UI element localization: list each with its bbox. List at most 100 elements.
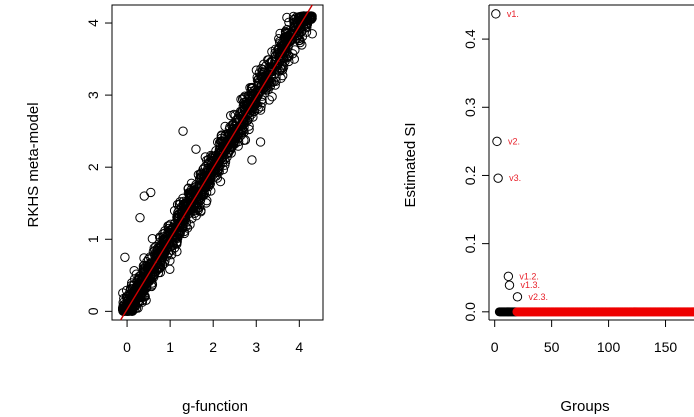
scatter-point bbox=[118, 297, 128, 308]
scatter-point bbox=[183, 203, 193, 213]
scatter-point bbox=[178, 126, 188, 136]
scatter-point bbox=[185, 190, 195, 200]
scatter-point bbox=[255, 137, 266, 147]
scatter-point bbox=[307, 29, 317, 39]
scatter-point bbox=[226, 110, 236, 121]
scatter-point bbox=[158, 232, 169, 242]
scatter-point bbox=[141, 283, 152, 293]
scatter-point bbox=[251, 65, 262, 75]
y-tick-label: 4 bbox=[85, 19, 101, 27]
scatter-point bbox=[297, 40, 307, 50]
scatter-point bbox=[220, 130, 231, 140]
y-tick-label: 3 bbox=[85, 91, 101, 99]
left-y-axis: 0 1 2 3 4 bbox=[85, 19, 112, 315]
scatter-point bbox=[239, 100, 249, 110]
labeled-point bbox=[493, 173, 503, 183]
y-tick-label: 0.4 bbox=[462, 29, 478, 49]
scatter-point bbox=[166, 245, 177, 255]
scatter-point bbox=[236, 94, 246, 105]
x-tick-label: 50 bbox=[544, 339, 560, 355]
scatter-point bbox=[239, 112, 249, 122]
x-tick-label: 4 bbox=[295, 339, 303, 355]
labeled-point bbox=[503, 271, 514, 282]
scatter-point bbox=[145, 252, 155, 262]
right-y-axis: 0.0 0.1 0.2 0.3 0.4 bbox=[462, 29, 489, 322]
scatter-point bbox=[306, 14, 317, 24]
scatter-point bbox=[191, 144, 201, 154]
y-tick-label: 0.2 bbox=[462, 166, 478, 186]
x-tick-label: 2 bbox=[209, 339, 217, 355]
right-scatter-panel: v1.v2.v3.v1.2.v1.3.v2.3. 0 50 100 150 0.00.… bbox=[402, 4, 694, 415]
scatter-point bbox=[169, 230, 179, 240]
scatter-point bbox=[255, 105, 266, 115]
point-label: v1.3. bbox=[521, 280, 541, 290]
y-tick-label: 0 bbox=[85, 307, 101, 315]
scatter-point bbox=[224, 145, 235, 155]
x-tick-label: 0 bbox=[123, 339, 131, 355]
scatter-point bbox=[165, 264, 175, 274]
labeled-point bbox=[492, 136, 502, 147]
scatter-point bbox=[135, 212, 145, 223]
scatter-point bbox=[229, 138, 239, 148]
y-tick-label: 0.0 bbox=[462, 302, 478, 322]
y-tick-label: 1 bbox=[85, 235, 101, 243]
scatter-point bbox=[246, 86, 256, 97]
x-tick-label: 1 bbox=[166, 339, 174, 355]
x-tick-label: 3 bbox=[252, 339, 260, 355]
scatter-point bbox=[182, 223, 193, 233]
scatter-point bbox=[237, 114, 247, 125]
scatter-point bbox=[183, 183, 194, 193]
scatter-point bbox=[267, 92, 277, 102]
point-label: v2.3. bbox=[528, 292, 548, 302]
right-point-labels: v1. v2. v3. v1.2.v1.3. v2.3. bbox=[507, 9, 548, 302]
scatter-point bbox=[267, 77, 277, 88]
scatter-point bbox=[148, 270, 158, 281]
scatter-point bbox=[211, 146, 221, 156]
scatter-point bbox=[140, 291, 150, 302]
scatter-point bbox=[247, 82, 258, 93]
scatter-point bbox=[206, 186, 216, 196]
scatter-point bbox=[215, 176, 226, 187]
left-scatter-panel: 0 1 2 3 4 0 1 2 3 4 g-function RKHS meta-model bbox=[25, 4, 324, 415]
scatter-point bbox=[252, 100, 263, 110]
scatter-point bbox=[195, 187, 205, 197]
group-point-band bbox=[517, 307, 694, 316]
scatter-point bbox=[146, 187, 156, 198]
y-tick-label: 0.1 bbox=[462, 234, 478, 254]
left-y-axis-title: RKHS meta-model bbox=[25, 102, 42, 227]
point-label: v1. bbox=[507, 9, 519, 19]
y-tick-label: 2 bbox=[85, 163, 101, 171]
scatter-point bbox=[282, 12, 292, 23]
right-x-axis-title: Groups bbox=[560, 398, 609, 415]
right-group-points bbox=[491, 9, 694, 317]
scatter-point bbox=[227, 120, 237, 131]
left-x-axis-title: g-function bbox=[182, 398, 248, 415]
labeled-point bbox=[512, 292, 523, 302]
scatter-point bbox=[271, 61, 282, 71]
right-x-axis: 0 50 100 150 bbox=[491, 319, 677, 355]
scatter-point bbox=[196, 180, 207, 191]
x-tick-label: 0 bbox=[491, 339, 499, 355]
scatter-point bbox=[202, 195, 212, 206]
scatter-point bbox=[180, 198, 190, 209]
scatter-point bbox=[247, 155, 257, 165]
scatter-point bbox=[213, 137, 223, 147]
scatter-point bbox=[202, 175, 213, 185]
y-tick-label: 0.3 bbox=[462, 97, 478, 117]
scatter-point bbox=[288, 49, 298, 59]
labeled-point bbox=[491, 9, 501, 19]
scatter-point bbox=[148, 246, 159, 257]
right-y-axis-title: Estimated SI bbox=[402, 122, 419, 207]
scatter-point bbox=[289, 17, 299, 28]
scatter-point bbox=[172, 210, 183, 221]
scatter-point bbox=[289, 20, 299, 30]
scatter-point bbox=[209, 161, 219, 171]
x-tick-label: 100 bbox=[597, 339, 621, 355]
scatter-point bbox=[196, 207, 206, 217]
scatter-point bbox=[261, 85, 271, 95]
scatter-point bbox=[163, 221, 173, 231]
labeled-point bbox=[504, 280, 515, 290]
left-point-cloud bbox=[118, 11, 317, 316]
scatter-point bbox=[216, 130, 227, 140]
